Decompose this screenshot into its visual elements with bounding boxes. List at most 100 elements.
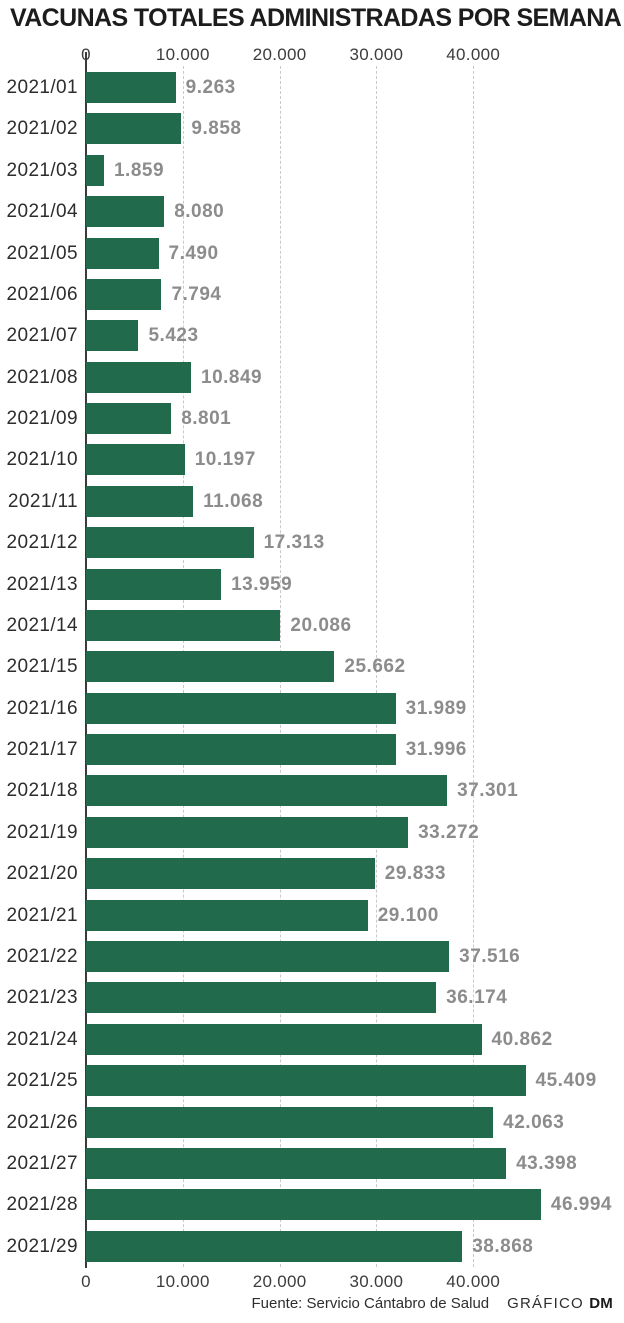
gridline-30.000 xyxy=(376,66,378,1267)
category-label: 2021/25 xyxy=(6,1070,78,1092)
bar xyxy=(86,858,375,890)
bar xyxy=(86,1230,463,1262)
value-label: 17.313 xyxy=(263,532,325,554)
category-label: 2021/19 xyxy=(6,821,78,843)
category-label: 2021/22 xyxy=(6,945,78,967)
value-label: 38.868 xyxy=(472,1235,534,1257)
value-label: 43.398 xyxy=(516,1152,578,1174)
bar xyxy=(86,1147,507,1179)
category-label: 2021/18 xyxy=(6,780,78,802)
bar-row: 2021/23 36.174 xyxy=(0,982,624,1014)
bar xyxy=(86,72,176,103)
value-label: 13.959 xyxy=(231,573,293,595)
gridline-40.000 xyxy=(473,66,475,1267)
bar-row: 2021/21 29.100 xyxy=(0,899,624,931)
bar xyxy=(86,734,396,766)
category-label: 2021/11 xyxy=(7,490,78,512)
value-label: 33.272 xyxy=(418,821,480,843)
bar-row: 2021/07 5.423 xyxy=(0,320,624,352)
bar-row: 2021/19 33.272 xyxy=(0,816,624,848)
bar-row: 2021/08 10.849 xyxy=(0,361,624,393)
value-label: 25.662 xyxy=(344,656,406,678)
bar-row: 2021/05 7.490 xyxy=(0,237,624,269)
bar xyxy=(86,982,437,1014)
value-label: 7.490 xyxy=(168,242,219,264)
bar xyxy=(86,403,172,435)
category-label: 2021/17 xyxy=(6,739,78,761)
bar xyxy=(86,361,192,393)
bar-row: 2021/06 7.794 xyxy=(0,278,624,310)
bar xyxy=(86,1023,482,1055)
bar xyxy=(86,899,368,931)
bar-row: 2021/24 40.862 xyxy=(0,1023,624,1055)
credit-text: GRÁFICO DM xyxy=(507,1295,613,1312)
value-label: 31.996 xyxy=(405,739,467,761)
value-label: 10.197 xyxy=(194,449,256,471)
category-label: 2021/09 xyxy=(6,408,78,430)
bar-row: 2021/18 37.301 xyxy=(0,775,624,807)
bar-row: 2021/15 25.662 xyxy=(0,651,624,683)
value-label: 7.794 xyxy=(171,283,222,305)
bar xyxy=(86,485,194,517)
x-tick-top-10.000: 10.000 xyxy=(155,45,210,64)
bar-row: 2021/20 29.833 xyxy=(0,858,624,890)
chart-footer: Fuente: Servicio Cántabro de Salud GRÁFI… xyxy=(251,1295,613,1312)
bar-row: 2021/10 10.197 xyxy=(0,444,624,476)
bar xyxy=(86,196,165,228)
bar-row: 2021/02 9.858 xyxy=(0,113,624,145)
bar xyxy=(86,568,222,600)
bar-row: 2021/12 17.313 xyxy=(0,527,624,559)
value-label: 37.516 xyxy=(459,945,521,967)
value-label: 9.263 xyxy=(185,77,236,98)
bar xyxy=(86,1189,541,1221)
category-label: 2021/13 xyxy=(6,573,78,595)
bar-row: 2021/22 37.516 xyxy=(0,940,624,972)
bar xyxy=(86,320,139,352)
category-label: 2021/06 xyxy=(6,283,78,305)
value-label: 5.423 xyxy=(148,325,199,347)
value-label: 20.086 xyxy=(290,614,352,636)
bar xyxy=(86,237,159,269)
value-label: 1.859 xyxy=(113,159,165,181)
bar-row: 2021/25 45.409 xyxy=(0,1065,624,1097)
value-label: 29.100 xyxy=(377,904,439,926)
value-label: 8.080 xyxy=(174,201,225,223)
value-label: 42.063 xyxy=(503,1111,565,1133)
category-label: 2021/14 xyxy=(6,614,78,636)
category-label: 2021/10 xyxy=(6,449,78,471)
x-tick-bottom-20.000: 20.000 xyxy=(252,1272,307,1291)
bar-row: 2021/16 31.989 xyxy=(0,692,624,724)
category-label: 2021/29 xyxy=(6,1235,78,1257)
x-tick-top-40.000: 40.000 xyxy=(446,45,501,64)
bar xyxy=(86,651,335,683)
bar-row: 2021/03 1.859 xyxy=(0,154,624,186)
bar xyxy=(86,692,396,724)
bar-row: 2021/04 8.080 xyxy=(0,196,624,228)
bar-row: 2021/26 42.063 xyxy=(0,1106,624,1138)
category-label: 2021/20 xyxy=(6,863,78,885)
bar-row: 2021/14 20.086 xyxy=(0,609,624,641)
x-tick-top-20.000: 20.000 xyxy=(252,45,307,64)
value-label: 29.833 xyxy=(384,863,446,885)
bar-row: 2021/09 8.801 xyxy=(0,403,624,435)
category-label: 2021/24 xyxy=(6,1028,78,1050)
category-label: 2021/07 xyxy=(6,325,78,347)
value-label: 40.862 xyxy=(491,1028,553,1050)
category-label: 2021/26 xyxy=(6,1111,78,1133)
bar xyxy=(86,1106,494,1138)
value-label: 37.301 xyxy=(457,780,519,802)
category-label: 2021/08 xyxy=(6,366,78,388)
category-label: 2021/12 xyxy=(6,532,78,554)
category-label: 2021/02 xyxy=(6,118,78,140)
value-label: 11.068 xyxy=(203,490,264,512)
category-label: 2021/16 xyxy=(6,697,78,719)
category-label: 2021/03 xyxy=(6,159,78,181)
credit-brand: DM xyxy=(589,1295,613,1312)
bar xyxy=(86,278,162,310)
x-tick-bottom-40.000: 40.000 xyxy=(446,1272,501,1291)
value-label: 10.849 xyxy=(201,366,263,388)
category-label: 2021/28 xyxy=(6,1194,78,1216)
value-label: 45.409 xyxy=(535,1070,597,1092)
bar xyxy=(86,444,185,476)
